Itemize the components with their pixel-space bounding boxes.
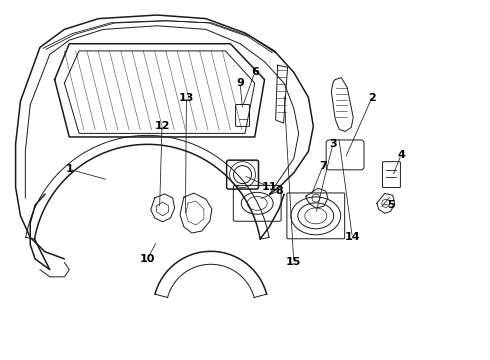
Text: 3: 3 bbox=[329, 139, 337, 149]
Text: 1: 1 bbox=[65, 164, 73, 174]
Text: 10: 10 bbox=[140, 254, 155, 264]
Text: 5: 5 bbox=[388, 200, 395, 210]
Text: 14: 14 bbox=[344, 232, 360, 242]
Text: 2: 2 bbox=[368, 93, 376, 103]
Text: 12: 12 bbox=[154, 121, 170, 131]
Text: 9: 9 bbox=[236, 78, 244, 88]
Text: 4: 4 bbox=[397, 150, 405, 160]
Text: 8: 8 bbox=[275, 186, 283, 196]
Text: 15: 15 bbox=[286, 257, 301, 267]
Text: 7: 7 bbox=[319, 161, 327, 171]
Text: 6: 6 bbox=[251, 67, 259, 77]
Text: 13: 13 bbox=[179, 93, 194, 103]
Text: 11: 11 bbox=[262, 182, 277, 192]
